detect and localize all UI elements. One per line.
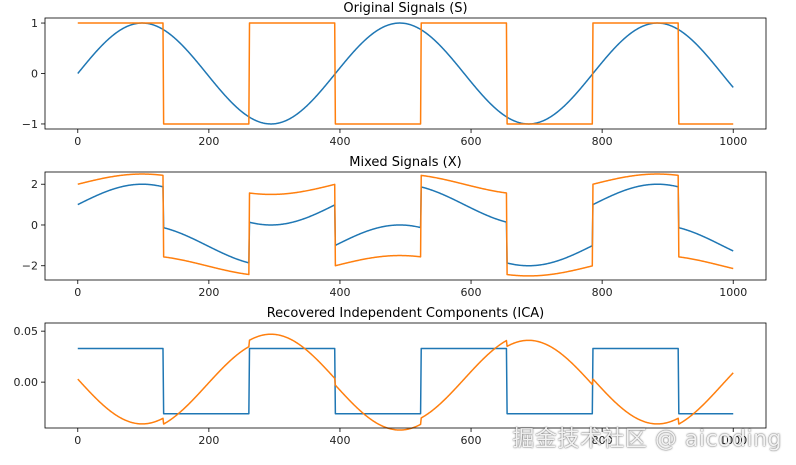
y-tick-label: −2 xyxy=(22,260,38,273)
axes-frame xyxy=(44,17,767,130)
x-tick-label: 600 xyxy=(461,286,482,299)
x-tick-label: 400 xyxy=(329,434,350,447)
axes-1: Original Signals (S) 0 200 400 600 800 1000 −1 0… xyxy=(22,1,767,148)
series-line-1 xyxy=(77,347,734,415)
x-tick-label: 1000 xyxy=(719,135,747,148)
x-tick-label: 200 xyxy=(198,286,219,299)
y-tick-label: −1 xyxy=(22,118,38,131)
x-tick-label: 400 xyxy=(329,286,350,299)
x-tick-label: 0 xyxy=(74,286,81,299)
series-line-1 xyxy=(77,22,734,125)
x-tick-label: 1000 xyxy=(719,434,747,447)
y-tick-label: 1 xyxy=(31,17,38,30)
x-tick-label: 600 xyxy=(461,434,482,447)
axes-frame xyxy=(44,171,767,281)
chart-title: Mixed Signals (X) xyxy=(349,155,461,170)
x-tick-label: 800 xyxy=(592,135,613,148)
axes-2: Mixed Signals (X) 0 200 400 600 800 1000 −2 0 2 xyxy=(22,155,767,299)
watermark-text: 掘金技术社区 @ aicoding xyxy=(512,427,782,452)
y-tick-label: 0 xyxy=(31,68,38,81)
series-line-2 xyxy=(77,22,734,125)
x-tick-label: 800 xyxy=(592,434,613,447)
chart-title: Original Signals (S) xyxy=(343,1,467,16)
y-tick-label: 0.05 xyxy=(14,325,39,338)
x-tick-label: 0 xyxy=(74,135,81,148)
x-tick-label: 200 xyxy=(198,434,219,447)
x-tick-label: 400 xyxy=(329,135,350,148)
axes-3: Recovered Independent Components (ICA) 0 2… xyxy=(14,306,767,447)
y-tick-label: 0 xyxy=(31,219,38,232)
series-line-1 xyxy=(77,183,734,267)
x-tick-label: 200 xyxy=(198,135,219,148)
series-line-2 xyxy=(77,173,734,277)
x-tick-label: 600 xyxy=(461,135,482,148)
x-tick-label: 1000 xyxy=(719,286,747,299)
series-line-2 xyxy=(77,333,734,431)
chart-title: Recovered Independent Components (ICA) xyxy=(267,306,545,321)
y-tick-label: 2 xyxy=(31,178,38,191)
y-tick-label: 0.00 xyxy=(14,376,39,389)
x-tick-label: 0 xyxy=(74,434,81,447)
x-tick-label: 800 xyxy=(592,286,613,299)
axes-frame xyxy=(44,322,767,429)
